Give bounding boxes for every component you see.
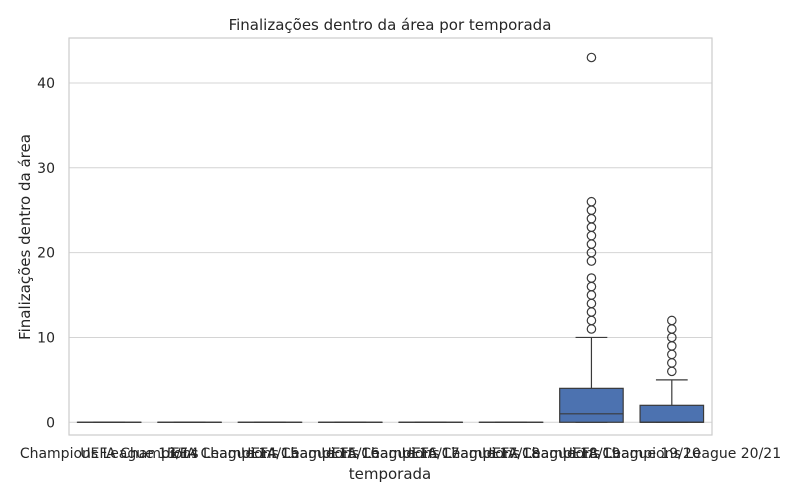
y-axis-label: Finalizações dentro da área [16,134,34,340]
x-tick-label: UEFA Champions League 20/21 [562,446,781,462]
y-tick-label: 30 [37,161,55,177]
outlier-point [586,222,597,232]
box-iqr [639,404,705,423]
x-tick-label: UEFA Champions League 14/15 [80,446,299,462]
outlier-point [586,256,597,266]
outlier-point [586,324,597,334]
outlier-point [586,281,597,292]
outlier-point [586,230,597,241]
x-tick-label: UEFA Champions League 16/17 [241,446,460,462]
x-tick-label: UEFA Champions League 18/19 [402,446,621,462]
outlier-point [586,298,597,309]
y-tick-label: 0 [46,415,55,431]
outlier-point [667,341,677,351]
outlier-point [667,324,677,334]
y-tick-label: 40 [37,76,55,92]
outlier-point [586,273,597,283]
plot-frame [68,37,713,436]
outlier-point [586,205,597,216]
x-tick-label: UEFA Champions League 17/18 [321,446,540,462]
outlier-point [586,307,597,317]
outlier-point [667,366,677,377]
chart-title: Finalizações dentro da área por temporad… [229,16,552,34]
x-tick-label: UEFA Champions League 15/16 [161,446,380,462]
box-iqr [559,387,624,423]
outlier-point [667,358,677,368]
x-tick-label: UEFA Champions League 19/20 [482,446,701,462]
y-tick-label: 20 [37,246,55,262]
outlier-point [586,213,597,224]
outlier-point [586,290,597,300]
y-tick-label: 10 [37,330,55,346]
outlier-point [667,349,677,360]
x-tick-label: Champions League 13/14 [20,446,199,462]
outlier-point [586,196,597,207]
outlier-point [586,52,597,63]
outlier-point [586,315,597,326]
x-axis-label: temporada [349,465,432,483]
outlier-point [667,315,677,326]
outlier-point [586,239,597,249]
